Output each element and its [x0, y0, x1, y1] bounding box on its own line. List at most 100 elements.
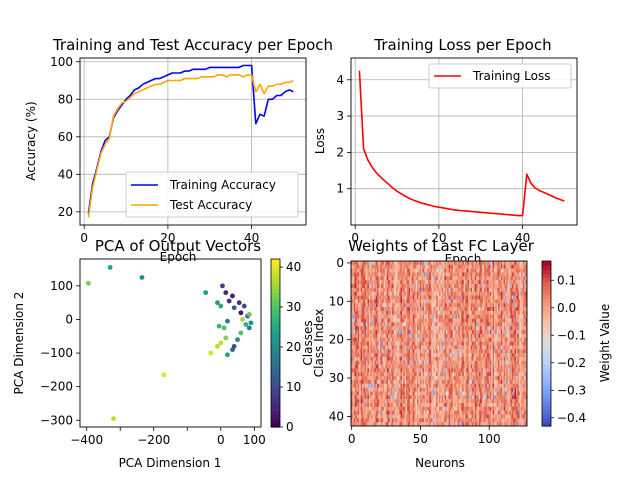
heatmap-cell	[374, 383, 376, 388]
heatmap-cell	[514, 345, 517, 350]
heatmap-cell	[466, 291, 469, 296]
heatmap-cell	[411, 353, 414, 358]
heatmap-cell	[511, 356, 514, 361]
heatmap-cell	[451, 399, 453, 404]
heatmap-cell	[373, 368, 375, 373]
pca-chart-title: PCA of Output Vectors	[95, 237, 261, 255]
heatmap-cell	[412, 318, 415, 323]
heatmap-cell	[400, 261, 403, 265]
heatmap-cell	[445, 387, 448, 392]
heatmap-cell	[417, 303, 419, 308]
heatmap-cell	[390, 356, 393, 361]
heatmap-cell	[520, 287, 522, 292]
heatmap-cell	[437, 383, 440, 388]
heatmap-cell	[362, 276, 364, 281]
heatmap-cell	[351, 280, 353, 285]
heatmap-cell	[393, 341, 396, 346]
heatmap-cell	[443, 364, 445, 369]
heatmap-cell	[356, 276, 359, 281]
heatmap-cell	[445, 264, 448, 269]
heatmap-cell	[419, 379, 422, 384]
heatmap-cell	[488, 314, 491, 319]
heatmap-cell	[419, 264, 422, 269]
heatmap-cell	[418, 330, 420, 335]
heatmap-cell	[483, 337, 485, 342]
heatmap-cell	[434, 349, 437, 354]
heatmap-cell	[429, 299, 431, 304]
heatmap-cell	[466, 299, 469, 304]
heatmap-cell	[390, 345, 393, 350]
heatmap-cell	[392, 310, 394, 315]
heatmap-cell	[461, 318, 463, 323]
heatmap-cell	[451, 280, 453, 285]
heatmap-cell	[406, 330, 408, 335]
heatmap-cell	[500, 272, 503, 277]
heatmap-cell	[498, 295, 500, 300]
heatmap-cell	[401, 330, 404, 335]
heatmap-cell	[454, 261, 456, 265]
heatmap-cell	[473, 322, 475, 327]
heatmap-cell	[370, 280, 372, 285]
heatmap-cell	[448, 314, 451, 319]
heatmap-cell	[518, 387, 521, 392]
heatmap-cell	[428, 391, 430, 396]
heatmap-cell	[461, 284, 463, 289]
heatmap-cell	[522, 356, 525, 361]
heatmap-cell	[377, 383, 379, 388]
heatmap-cell	[403, 307, 405, 312]
heatmap-cell	[359, 287, 361, 292]
heatmap-cell	[370, 345, 372, 350]
heatmap-cell	[437, 399, 440, 404]
heatmap-cell	[472, 349, 474, 354]
heatmap-cell	[401, 364, 404, 369]
heatmap-cell	[436, 368, 438, 373]
heatmap-cell	[463, 326, 466, 331]
heatmap-cell	[436, 268, 438, 273]
heatmap-cell	[441, 295, 444, 300]
heatmap-cell	[525, 349, 528, 354]
heatmap-cell	[517, 318, 519, 323]
heatmap-cell	[450, 272, 452, 277]
heatmap-cell	[397, 291, 400, 296]
heatmap-cell	[463, 276, 466, 281]
heatmap-cell	[399, 284, 401, 289]
heatmap-cell	[478, 341, 481, 346]
heatmap-cell	[477, 368, 480, 373]
heatmap-cell	[352, 295, 354, 300]
heatmap-cell	[520, 395, 522, 400]
heatmap-cell	[422, 268, 425, 273]
heatmap-cell	[456, 272, 459, 277]
heatmap-cell	[422, 261, 425, 265]
heatmap-cell	[458, 268, 460, 273]
heatmap-cell	[498, 314, 500, 319]
heatmap-cell	[477, 287, 480, 292]
heatmap-cell	[489, 330, 492, 335]
heatmap-cell	[439, 276, 441, 281]
heatmap-cell	[522, 326, 525, 331]
heatmap-cell	[378, 322, 381, 327]
heatmap-cell	[359, 272, 361, 277]
heatmap-cell	[395, 368, 397, 373]
heatmap-cell	[428, 399, 430, 404]
heatmap-cell	[406, 284, 408, 289]
heatmap-cell	[381, 395, 383, 400]
heatmap-cell	[520, 337, 522, 342]
heatmap-cell	[353, 341, 356, 346]
heatmap-cell	[506, 379, 508, 384]
heatmap-cell	[359, 372, 361, 377]
heatmap-cell	[410, 330, 412, 335]
heatmap-cell	[498, 383, 500, 388]
heatmap-cell	[352, 379, 354, 384]
heatmap-cell	[421, 364, 423, 369]
heatmap-cell	[476, 280, 478, 285]
heatmap-cell	[432, 364, 434, 369]
heatmap-cell	[430, 383, 433, 388]
heatmap-cell	[357, 387, 360, 392]
heatmap-cell	[450, 303, 452, 308]
heatmap-cell	[395, 276, 397, 281]
heatmap-cell	[351, 345, 353, 350]
heatmap-cell	[454, 330, 456, 335]
heatmap-cell	[454, 376, 456, 381]
heatmap-cell	[484, 284, 486, 289]
heatmap-cell	[517, 345, 519, 350]
